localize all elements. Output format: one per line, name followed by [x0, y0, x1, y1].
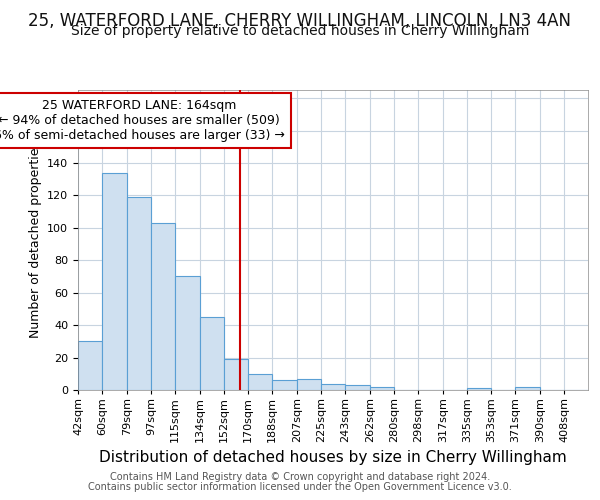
Y-axis label: Number of detached properties: Number of detached properties [29, 142, 41, 338]
Text: 25 WATERFORD LANE: 164sqm
← 94% of detached houses are smaller (509)
6% of semi-: 25 WATERFORD LANE: 164sqm ← 94% of detac… [0, 99, 284, 142]
Bar [272, 380, 297, 390]
Text: Contains HM Land Registry data © Crown copyright and database right 2024.: Contains HM Land Registry data © Crown c… [110, 472, 490, 482]
Bar [345, 385, 370, 390]
Bar [467, 388, 491, 390]
Text: Size of property relative to detached houses in Cherry Willingham: Size of property relative to detached ho… [71, 24, 529, 38]
Bar [297, 378, 321, 390]
Bar [78, 342, 102, 390]
Text: 25, WATERFORD LANE, CHERRY WILLINGHAM, LINCOLN, LN3 4AN: 25, WATERFORD LANE, CHERRY WILLINGHAM, L… [29, 12, 571, 30]
Bar [321, 384, 345, 390]
Bar [175, 276, 200, 390]
Text: Contains public sector information licensed under the Open Government Licence v3: Contains public sector information licen… [88, 482, 512, 492]
Bar [515, 387, 540, 390]
Bar [200, 317, 224, 390]
Bar [127, 197, 151, 390]
Bar [151, 223, 175, 390]
Bar [370, 387, 394, 390]
Bar [224, 359, 248, 390]
Bar [102, 172, 127, 390]
X-axis label: Distribution of detached houses by size in Cherry Willingham: Distribution of detached houses by size … [99, 450, 567, 466]
Bar [248, 374, 272, 390]
